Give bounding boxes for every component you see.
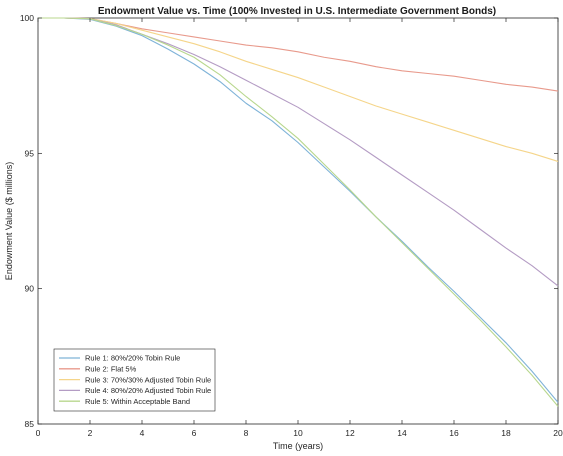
y-tick-label: 85 bbox=[25, 419, 35, 429]
legend-label-rule-1: Rule 1: 80%/20% Tobin Rule bbox=[85, 354, 180, 363]
legend-label-rule-4: Rule 4: 80%/20% Adjusted Tobin Rule bbox=[85, 386, 211, 395]
y-tick-label: 90 bbox=[25, 284, 35, 294]
x-tick-label: 0 bbox=[36, 428, 41, 438]
y-tick-label: 100 bbox=[20, 13, 34, 23]
x-tick-label: 6 bbox=[192, 428, 197, 438]
x-tick-label: 16 bbox=[449, 428, 459, 438]
series-line-rule-3 bbox=[38, 17, 559, 162]
x-tick-label: 18 bbox=[501, 428, 511, 438]
series-line-rule-5 bbox=[38, 17, 559, 407]
series-line-rule-1 bbox=[38, 17, 559, 403]
x-tick-label: 20 bbox=[553, 428, 563, 438]
series-lines bbox=[38, 17, 559, 407]
legend-label-rule-2: Rule 2: Flat 5% bbox=[85, 365, 137, 374]
legend-box bbox=[53, 348, 216, 412]
chart-title: Endowment Value vs. Time (100% Invested … bbox=[98, 6, 496, 17]
axis-ticks: 0 2 4 6 8 10 12 14 16 18 20 85 90 95 100 bbox=[20, 13, 563, 438]
x-tick-label: 8 bbox=[244, 428, 249, 438]
x-tick-label: 12 bbox=[345, 428, 355, 438]
legend-label-rule-3: Rule 3: 70%/30% Adjusted Tobin Rule bbox=[85, 375, 211, 384]
x-tick-label: 14 bbox=[397, 428, 407, 438]
legend-label-rule-5: Rule 5: Within Acceptable Band bbox=[85, 397, 190, 406]
x-tick-label: 10 bbox=[293, 428, 303, 438]
y-tick-label: 95 bbox=[25, 148, 35, 158]
x-axis-label: Time (years) bbox=[273, 441, 323, 451]
x-tick-label: 2 bbox=[88, 428, 93, 438]
y-axis-label: Endowment Value ($ millions) bbox=[4, 162, 14, 280]
x-tick-label: 4 bbox=[140, 428, 145, 438]
legend: Rule 1: 80%/20% Tobin Rule Rule 2: Flat 5… bbox=[53, 348, 216, 412]
